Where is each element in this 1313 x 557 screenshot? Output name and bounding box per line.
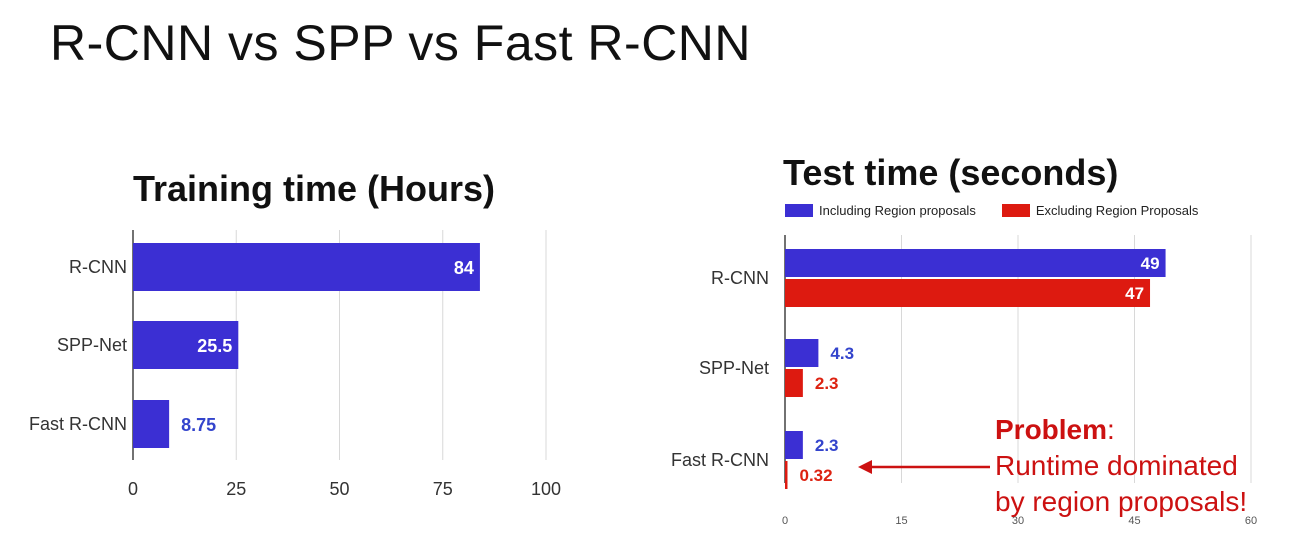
x-tick-label: 50: [329, 479, 349, 499]
test-chart-title: Test time (seconds): [783, 152, 1119, 193]
problem-line-1: Runtime dominated: [995, 450, 1238, 481]
legend-swatch-including: [785, 204, 813, 217]
data-label: 2.3: [815, 374, 839, 393]
x-tick-label: 0: [128, 479, 138, 499]
data-label: 8.75: [181, 415, 216, 435]
training-chart-title: Training time (Hours): [133, 168, 496, 209]
test-chart: 0 15 30 45 60 R-CNN 49 47 SPP-Net 4.3 2.3 Fast R-CN…: [671, 235, 1257, 527]
bar-including: [785, 431, 803, 459]
category-label: R-CNN: [711, 268, 769, 288]
problem-heading: Problem:: [995, 412, 1247, 448]
problem-head-suffix: :: [1107, 414, 1115, 445]
legend-label-including: Including Region proposals: [819, 203, 976, 218]
legend-item-including: Including Region proposals: [785, 203, 976, 218]
bar-including: [785, 339, 819, 367]
data-label: 4.3: [830, 344, 854, 363]
data-label: 2.3: [815, 436, 839, 455]
category-label: Fast R-CNN: [29, 414, 127, 434]
data-label: 47: [1125, 284, 1144, 303]
x-tick-label: 75: [433, 479, 453, 499]
category-label: SPP-Net: [57, 335, 127, 355]
bar: [133, 400, 170, 448]
data-label: 0.32: [799, 466, 832, 485]
bar-excluding: [785, 461, 788, 489]
category-label: R-CNN: [69, 257, 127, 277]
annotation-arrow: [858, 460, 990, 474]
x-tick-label: 25: [226, 479, 246, 499]
data-label: 49: [1141, 254, 1160, 273]
bar: [133, 243, 480, 291]
x-tick-label: 100: [531, 479, 561, 499]
category-label: Fast R-CNN: [671, 450, 769, 470]
problem-annotation: Problem: Runtime dominated by region pro…: [995, 412, 1247, 520]
slide-title: R-CNN vs SPP vs Fast R-CNN: [50, 15, 752, 71]
x-tick-label: 60: [1245, 515, 1257, 527]
training-chart: 0 25 50 75 100 R-CNN 84 SPP-Net 25.5 Fast R-CNN 8.…: [29, 230, 561, 499]
x-tick-label: 30: [1012, 515, 1024, 527]
category-label: SPP-Net: [699, 358, 769, 378]
legend-label-excluding: Excluding Region Proposals: [1035, 203, 1199, 218]
problem-head: Problem: [995, 414, 1108, 445]
data-label: 84: [454, 258, 474, 278]
x-tick-label: 15: [895, 515, 907, 527]
bar-excluding: [785, 369, 803, 397]
test-chart-legend: Including Region proposals Excluding Reg…: [785, 203, 1224, 218]
x-tick-label: 45: [1128, 515, 1140, 527]
data-label: 25.5: [197, 336, 232, 356]
x-tick-label: 0: [782, 515, 788, 527]
annotation-arrowhead: [858, 460, 872, 474]
bar-excluding: [785, 279, 1151, 307]
bar-including: [785, 249, 1166, 277]
problem-line-2: by region proposals!: [995, 486, 1248, 517]
bar: [133, 321, 239, 369]
legend-swatch-excluding: [1001, 204, 1030, 217]
legend-item-excluding: Excluding Region Proposals: [1001, 203, 1199, 218]
